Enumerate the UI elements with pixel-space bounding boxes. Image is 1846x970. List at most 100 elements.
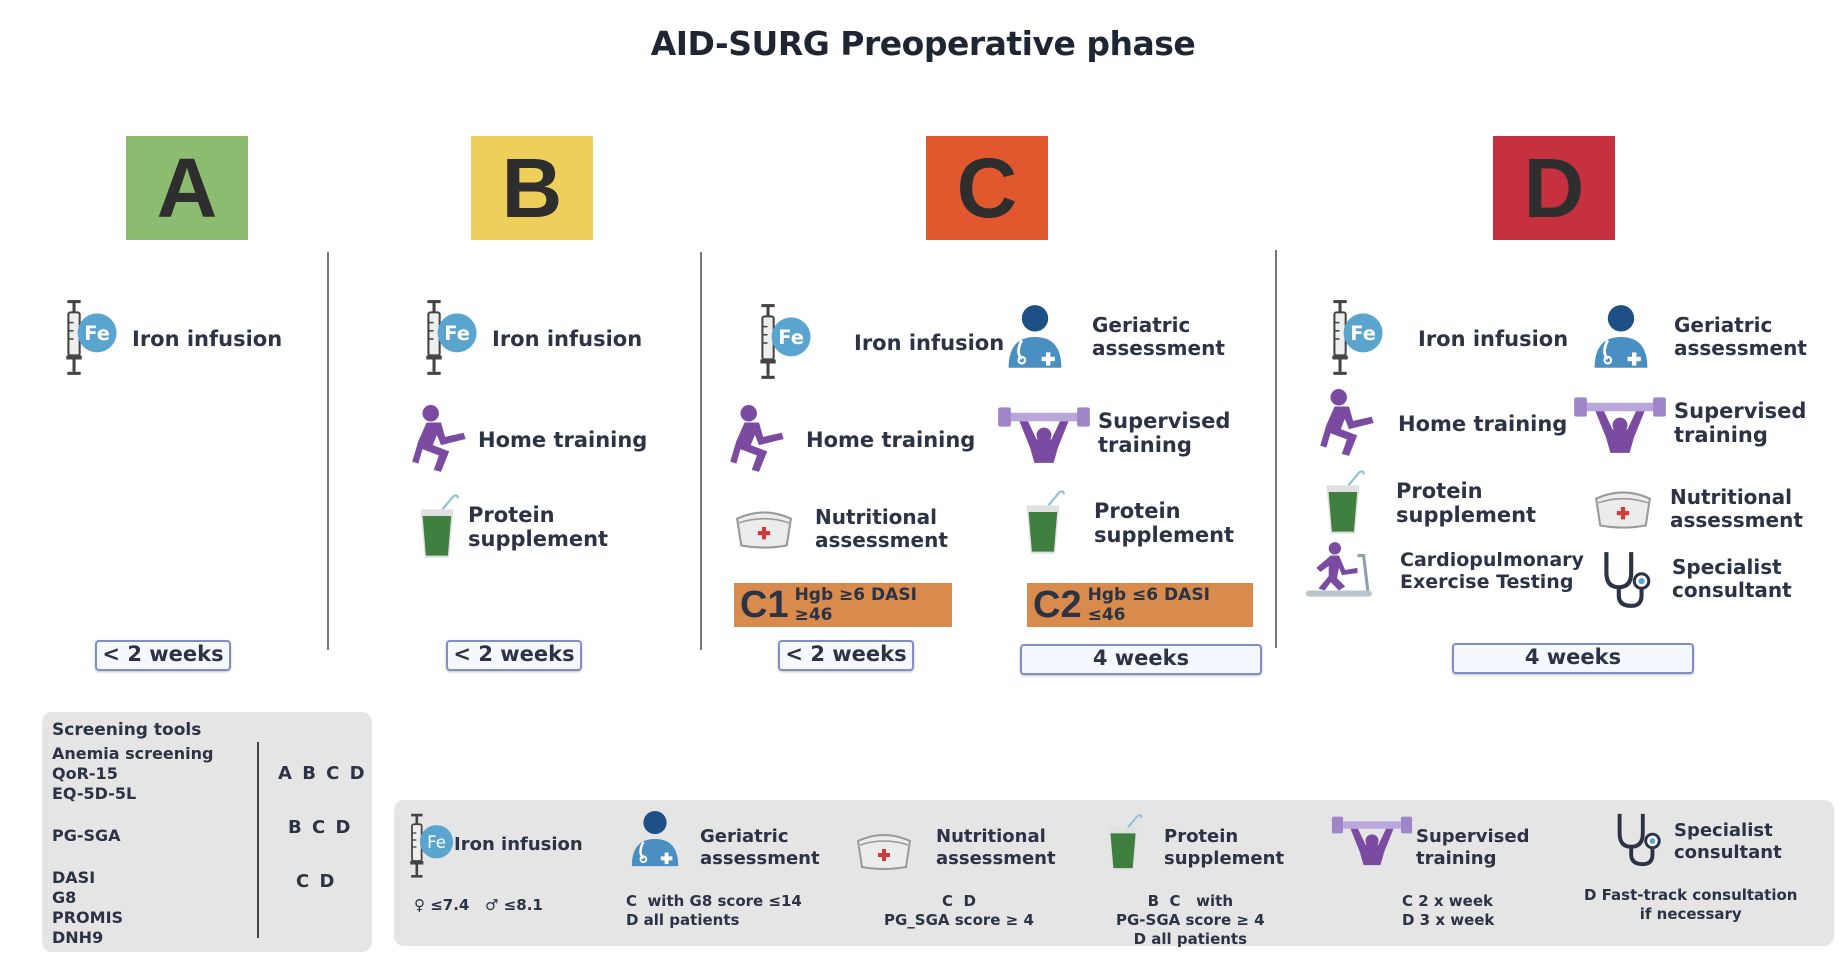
page-title: AID-SURG Preoperative phase	[650, 24, 1196, 63]
nurse-cap-icon	[1592, 487, 1654, 531]
screening-tools-panel: Screening tools Anemia screening QoR-15 …	[42, 712, 372, 952]
weightlifting-icon	[1572, 390, 1668, 456]
item-label: Iron infusion	[854, 330, 1005, 355]
squat-icon	[728, 404, 790, 476]
iron-infusion-icon	[748, 302, 826, 384]
group-d-specialist-consultant: Specialist consultant	[1594, 548, 1792, 610]
nurse-cap-icon	[854, 830, 914, 872]
group-d-geriatric-assessment: Geriatric assessment	[1588, 304, 1807, 370]
group-a-label: A	[126, 136, 248, 240]
group-a-duration: < 2 weeks	[95, 640, 231, 671]
legend-specialist-consultant: Specialist consultant D Fast-track consu…	[1574, 806, 1824, 940]
legend-note: ♀ ≤7.4 ♂ ≤8.1	[414, 896, 543, 914]
item-label: Nutritional assessment	[815, 505, 948, 552]
c1-criteria: Hgb ≥6 DASI ≥46	[794, 585, 917, 625]
legend-note: B C with PG-SGA score ≥ 4 D all patients	[1116, 892, 1265, 948]
c2-criteria: Hgb ≤6 DASI ≤46	[1087, 585, 1210, 625]
divider-cd	[1275, 250, 1277, 648]
group-c-iron-infusion: Iron infusion	[748, 302, 1004, 384]
item-label: Home training	[478, 427, 648, 452]
screening-divider	[257, 742, 259, 938]
legend-note: C 2 x week D 3 x week	[1402, 892, 1495, 929]
screening-groups-1: A B C D	[278, 763, 367, 784]
item-label: Protein supplement	[1396, 478, 1537, 527]
screening-tools-group-3: DASI G8 PROMIS DNH9	[52, 868, 124, 947]
screening-heading: Screening tools	[52, 720, 202, 740]
item-label: Supervised training	[1674, 398, 1807, 447]
group-b-home-training: Home training	[410, 404, 647, 476]
item-label: Nutritional assessment	[1670, 485, 1803, 532]
screening-groups-3: C D	[296, 871, 337, 892]
group-d-home-training: Home training	[1318, 388, 1567, 460]
protein-shake-icon	[1020, 490, 1068, 556]
divider-ab	[327, 252, 329, 650]
geriatric-doctor-icon	[1002, 304, 1068, 370]
group-c-protein-supplement: Protein supplement	[1020, 490, 1234, 556]
item-label: Protein supplement	[468, 502, 609, 551]
group-d-cpet: Cardiopulmonary Exercise Testing	[1304, 540, 1584, 604]
legend-iron-infusion: Iron infusion ♀ ≤7.4 ♂ ≤8.1	[406, 808, 586, 938]
protein-shake-icon	[1102, 814, 1146, 872]
legend-geriatric-assessment: Geriatric assessment C with G8 score ≤14…	[626, 808, 846, 938]
iron-infusion-icon	[406, 812, 460, 882]
divider-bc	[700, 252, 702, 650]
item-label: Specialist consultant	[1672, 555, 1792, 602]
legend-label: Nutritional assessment	[936, 826, 1056, 869]
item-label: Iron infusion	[492, 326, 643, 351]
item-label: Geriatric assessment	[1092, 313, 1225, 360]
iron-infusion-icon	[1320, 298, 1398, 380]
group-b-label: B	[471, 136, 593, 240]
group-c-home-training: Home training	[728, 404, 975, 476]
group-b-duration: < 2 weeks	[446, 640, 582, 671]
legend-label: Supervised training	[1416, 826, 1530, 869]
geriatric-doctor-icon	[1588, 304, 1654, 370]
intervention-legend-panel: Iron infusion ♀ ≤7.4 ♂ ≤8.1 Geriatric as…	[394, 800, 1834, 948]
treadmill-icon	[1304, 540, 1376, 604]
screening-tools-group-1: Anemia screening QoR-15 EQ-5D-5L	[52, 744, 214, 803]
group-c-geriatric-assessment: Geriatric assessment	[1002, 304, 1225, 370]
item-label: Geriatric assessment	[1674, 313, 1807, 360]
item-label: Iron infusion	[132, 326, 283, 351]
item-label: Cardiopulmonary Exercise Testing	[1400, 549, 1584, 593]
stethoscope-icon	[1608, 810, 1666, 868]
legend-label: Protein supplement	[1164, 826, 1285, 869]
c2-duration: 4 weeks	[1020, 644, 1262, 675]
legend-note: C D PG_SGA score ≥ 4	[884, 892, 1034, 929]
c1-criteria-box: C1 Hgb ≥6 DASI ≥46	[734, 583, 952, 627]
group-b-iron-infusion: Iron infusion	[420, 298, 642, 380]
weightlifting-icon	[996, 400, 1092, 466]
weightlifting-icon	[1330, 810, 1414, 868]
group-d-protein-supplement: Protein supplement	[1320, 470, 1536, 536]
legend-nutritional-assessment: Nutritional assessment C D PG_SGA score …	[854, 808, 1064, 938]
group-b-protein-supplement: Protein supplement	[414, 494, 608, 560]
c2-code: C2	[1033, 583, 1082, 626]
stethoscope-icon	[1594, 548, 1656, 610]
protein-shake-icon	[1320, 470, 1368, 536]
group-d-iron-infusion: Iron infusion	[1320, 298, 1568, 380]
legend-label: Iron infusion	[454, 834, 583, 855]
screening-groups-2: B C D	[288, 817, 353, 838]
item-label: Supervised training	[1098, 408, 1231, 457]
group-d-nutritional-assessment: Nutritional assessment	[1592, 486, 1803, 532]
group-c-supervised-training: Supervised training	[996, 400, 1230, 466]
legend-note: D Fast-track consultation if necessary	[1584, 886, 1798, 923]
item-label: Protein supplement	[1094, 498, 1235, 547]
iron-infusion-icon	[420, 298, 486, 380]
group-d-duration: 4 weeks	[1452, 643, 1694, 674]
item-label: Iron infusion	[1418, 326, 1569, 351]
nurse-cap-icon	[733, 507, 795, 551]
c1-duration: < 2 weeks	[778, 640, 914, 671]
group-d-supervised-training: Supervised training	[1572, 390, 1806, 456]
legend-label: Geriatric assessment	[700, 826, 820, 869]
c1-code: C1	[740, 583, 789, 626]
group-c-label: C	[926, 136, 1048, 240]
legend-protein-supplement: Protein supplement B C with PG-SGA score…	[1094, 808, 1304, 948]
iron-infusion-icon	[60, 298, 126, 380]
group-d-label: D	[1493, 136, 1615, 240]
item-label: Home training	[1398, 411, 1568, 436]
protein-shake-icon	[414, 494, 462, 560]
squat-icon	[1318, 388, 1380, 460]
c2-criteria-box: C2 Hgb ≤6 DASI ≤46	[1027, 583, 1253, 627]
legend-label: Specialist consultant	[1674, 820, 1782, 863]
legend-note: C with G8 score ≤14 D all patients	[626, 892, 802, 929]
